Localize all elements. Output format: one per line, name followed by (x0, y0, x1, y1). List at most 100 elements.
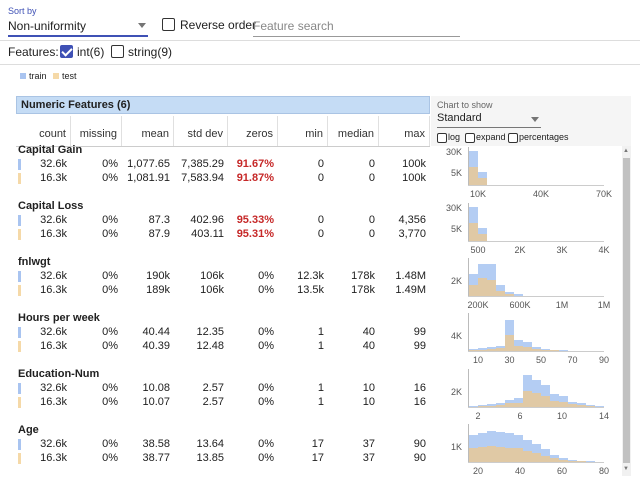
histogram-bar-test[interactable] (478, 234, 487, 241)
histogram-bar-test[interactable] (514, 448, 523, 462)
histogram-bar-train[interactable] (478, 348, 487, 351)
histogram-bar-test[interactable] (568, 461, 577, 462)
histogram-bar-train[interactable] (595, 406, 604, 407)
histogram-bar-test[interactable] (541, 396, 550, 407)
histogram-bar-test[interactable] (550, 401, 559, 407)
histogram-bar-test[interactable] (478, 447, 487, 462)
histogram-bar-test[interactable] (541, 350, 550, 351)
string-features-label: string(9) (128, 45, 173, 59)
histogram-bar-train[interactable] (550, 394, 559, 407)
column-header[interactable]: min (278, 116, 328, 146)
table-cell: 0% (258, 396, 274, 408)
histogram-bar-test[interactable] (478, 178, 487, 185)
x-axis-line (468, 462, 604, 463)
histogram-bar-test[interactable] (577, 405, 586, 407)
histogram-bar-test[interactable] (478, 278, 487, 296)
x-axis-line (468, 351, 604, 352)
histogram-bar-train[interactable] (586, 461, 595, 462)
histogram-bar-test[interactable] (487, 349, 496, 351)
histogram-bar-test[interactable] (505, 294, 514, 296)
histogram-bar-test[interactable] (496, 348, 505, 351)
histogram-bar-test[interactable] (514, 403, 523, 407)
column-header[interactable]: count (16, 116, 71, 146)
histogram-bar-test[interactable] (469, 167, 478, 185)
histogram-bar-test[interactable] (487, 280, 496, 296)
feature-name: Capital Gain (18, 144, 83, 156)
y-axis-line (468, 203, 469, 241)
histogram-bar-test[interactable] (478, 406, 487, 407)
x-tick-label: 40K (532, 189, 549, 199)
histogram-bar-test[interactable] (532, 349, 541, 351)
histogram-bar-test[interactable] (496, 291, 505, 296)
histogram-bar-test[interactable] (559, 402, 568, 407)
histogram-bar-test[interactable] (478, 350, 487, 351)
histogram-bar-test[interactable] (514, 346, 523, 351)
histogram-bar-test[interactable] (586, 406, 595, 407)
histogram-bar-test[interactable] (469, 448, 478, 462)
log-checkbox[interactable] (437, 133, 447, 143)
histogram-bar-test[interactable] (505, 335, 514, 351)
histogram-bar-train[interactable] (469, 406, 478, 407)
histogram-bar-train[interactable] (559, 396, 568, 407)
histogram-bar-test[interactable] (532, 453, 541, 462)
histogram-bar-train[interactable] (559, 350, 568, 351)
table-cell: 32.6k (40, 438, 67, 450)
histogram-bar-train[interactable] (514, 294, 523, 296)
histogram-bar-test[interactable] (496, 447, 505, 462)
reverse-order-checkbox[interactable] (162, 18, 175, 31)
sort-by-select[interactable]: Non-uniformity (8, 17, 148, 37)
histogram-bar-test[interactable] (487, 446, 496, 462)
histogram-bar-test[interactable] (505, 403, 514, 407)
x-tick-label: 70K (595, 189, 612, 199)
histogram-bar-test[interactable] (577, 461, 586, 462)
table-cell: 32.6k (40, 326, 67, 338)
histogram-bar-test[interactable] (469, 285, 478, 296)
histogram-bar-train[interactable] (514, 340, 523, 351)
histogram-bar-test[interactable] (469, 223, 478, 241)
x-tick-label: 2 (475, 411, 481, 421)
chart-type-select[interactable]: Standard (437, 112, 541, 128)
histogram-bar-train[interactable] (496, 285, 505, 296)
table-cell: 32.6k (40, 382, 67, 394)
histogram-bar-train[interactable] (541, 449, 550, 462)
histogram-bar-test[interactable] (541, 456, 550, 462)
histogram-bar-test[interactable] (568, 404, 577, 407)
percentages-checkbox[interactable] (508, 133, 518, 143)
histogram-bar-test[interactable] (523, 391, 532, 407)
histogram-bar-test[interactable] (469, 350, 478, 351)
table-cell: 87.9 (148, 228, 170, 240)
scroll-up-icon[interactable]: ▲ (623, 148, 629, 154)
feature-search-input[interactable]: Feature search (253, 17, 460, 37)
histogram-bar-train[interactable] (523, 342, 532, 351)
string-features-checkbox[interactable] (111, 45, 124, 58)
histogram-bar-test[interactable] (523, 347, 532, 351)
train-marker (18, 271, 21, 282)
histogram-bar-test[interactable] (505, 448, 514, 462)
histogram-bar-test[interactable] (523, 451, 532, 462)
int-features-checkbox[interactable] (60, 45, 73, 58)
histogram-bar-test[interactable] (532, 393, 541, 407)
histogram-bar-train[interactable] (514, 398, 523, 407)
column-header[interactable]: max (379, 116, 430, 146)
histogram-bar-test[interactable] (496, 405, 505, 407)
scrollbar-thumb[interactable] (623, 158, 630, 463)
column-header[interactable]: mean (122, 116, 174, 146)
table-cell: 0% (102, 158, 118, 170)
table-cell: 0% (102, 228, 118, 240)
histogram-bar-test[interactable] (559, 460, 568, 462)
table-cell: 38.58 (142, 438, 170, 450)
histogram-bar-train[interactable] (505, 433, 514, 462)
column-header[interactable]: std dev (174, 116, 228, 146)
column-header[interactable]: median (328, 116, 379, 146)
column-header[interactable]: missing (71, 116, 122, 146)
table-cell: 12.3k (297, 270, 324, 282)
histogram-bar-train[interactable] (487, 404, 496, 407)
scroll-down-icon[interactable]: ▼ (623, 466, 629, 472)
histogram-bar-test[interactable] (487, 406, 496, 407)
feature-name: fnlwgt (18, 256, 51, 268)
histogram-bar-test[interactable] (550, 458, 559, 462)
expand-checkbox[interactable] (465, 133, 475, 143)
histogram-bar-test[interactable] (550, 350, 559, 351)
column-header[interactable]: zeros (228, 116, 278, 146)
x-tick-label: 60 (556, 466, 567, 476)
